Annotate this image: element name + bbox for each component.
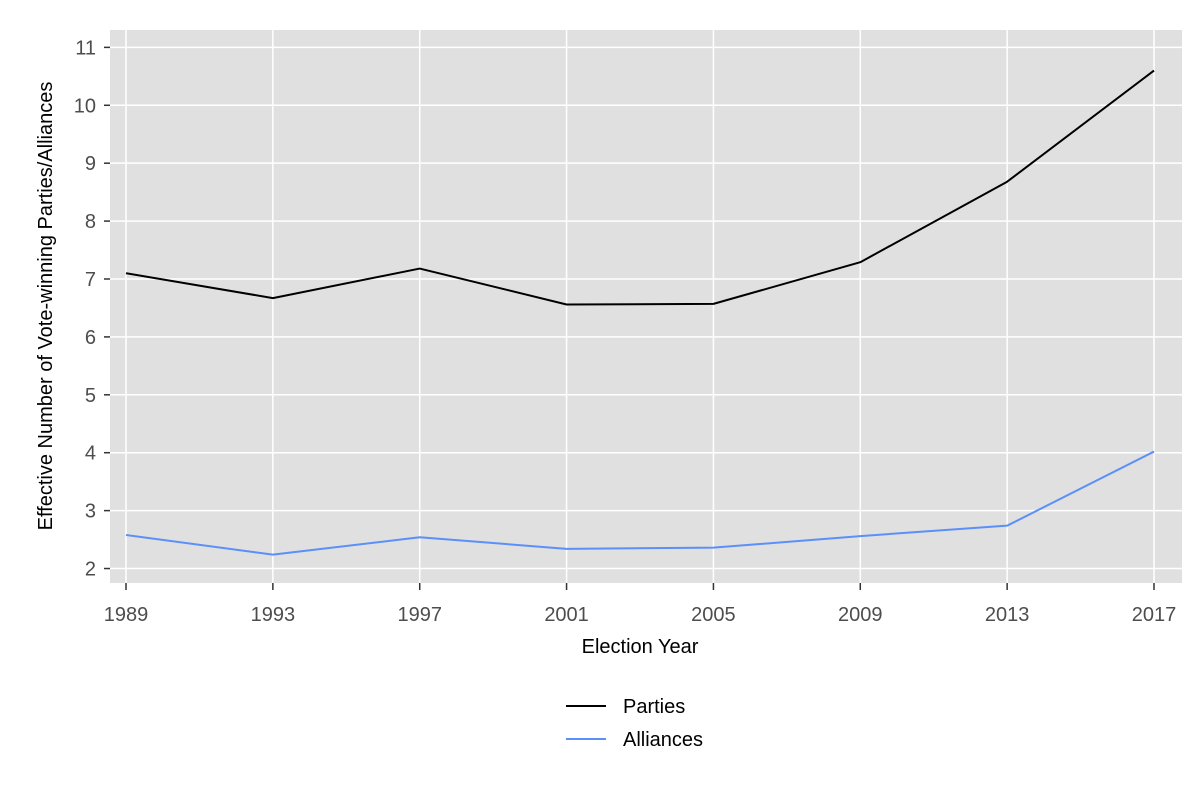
plot-panel [110, 30, 1182, 583]
y-axis: 2 3 4 5 6 7 8 9 10 11 [74, 37, 110, 581]
legend-label-alliances: Alliances [623, 729, 703, 751]
x-axis: 1989 1993 1997 2001 2005 2009 2013 2017 [104, 583, 1177, 626]
y-tick-label: 6 [85, 327, 96, 349]
y-tick-label: 5 [85, 385, 96, 407]
legend: Parties Alliances [566, 696, 703, 751]
y-tick-label: 11 [75, 37, 96, 59]
series-lines [125, 69, 1155, 556]
series-line-parties [125, 69, 1155, 306]
y-tick-label: 4 [85, 443, 96, 465]
x-tick-label: 2009 [838, 604, 883, 626]
x-tick-label: 2013 [985, 604, 1030, 626]
x-tick-label: 2001 [544, 604, 589, 626]
y-tick-label: 2 [85, 559, 96, 581]
x-tick-label: 1989 [104, 604, 149, 626]
y-tick-label: 3 [85, 501, 96, 523]
series-line-alliances [125, 450, 1155, 556]
x-tick-label: 1997 [397, 604, 442, 626]
x-tick-label: 2017 [1132, 604, 1177, 626]
y-tick-label: 9 [85, 153, 96, 175]
x-tick-label: 1993 [251, 604, 296, 626]
y-tick-label: 8 [85, 211, 96, 233]
y-tick-label: 7 [85, 269, 96, 291]
x-tick-label: 2005 [691, 604, 736, 626]
legend-label-parties: Parties [623, 696, 685, 718]
y-tick-label: 10 [74, 95, 96, 117]
y-axis-title: Effective Number of Vote-winning Parties… [35, 82, 57, 531]
grid-lines [110, 30, 1182, 583]
x-axis-title: Election Year [582, 636, 699, 658]
